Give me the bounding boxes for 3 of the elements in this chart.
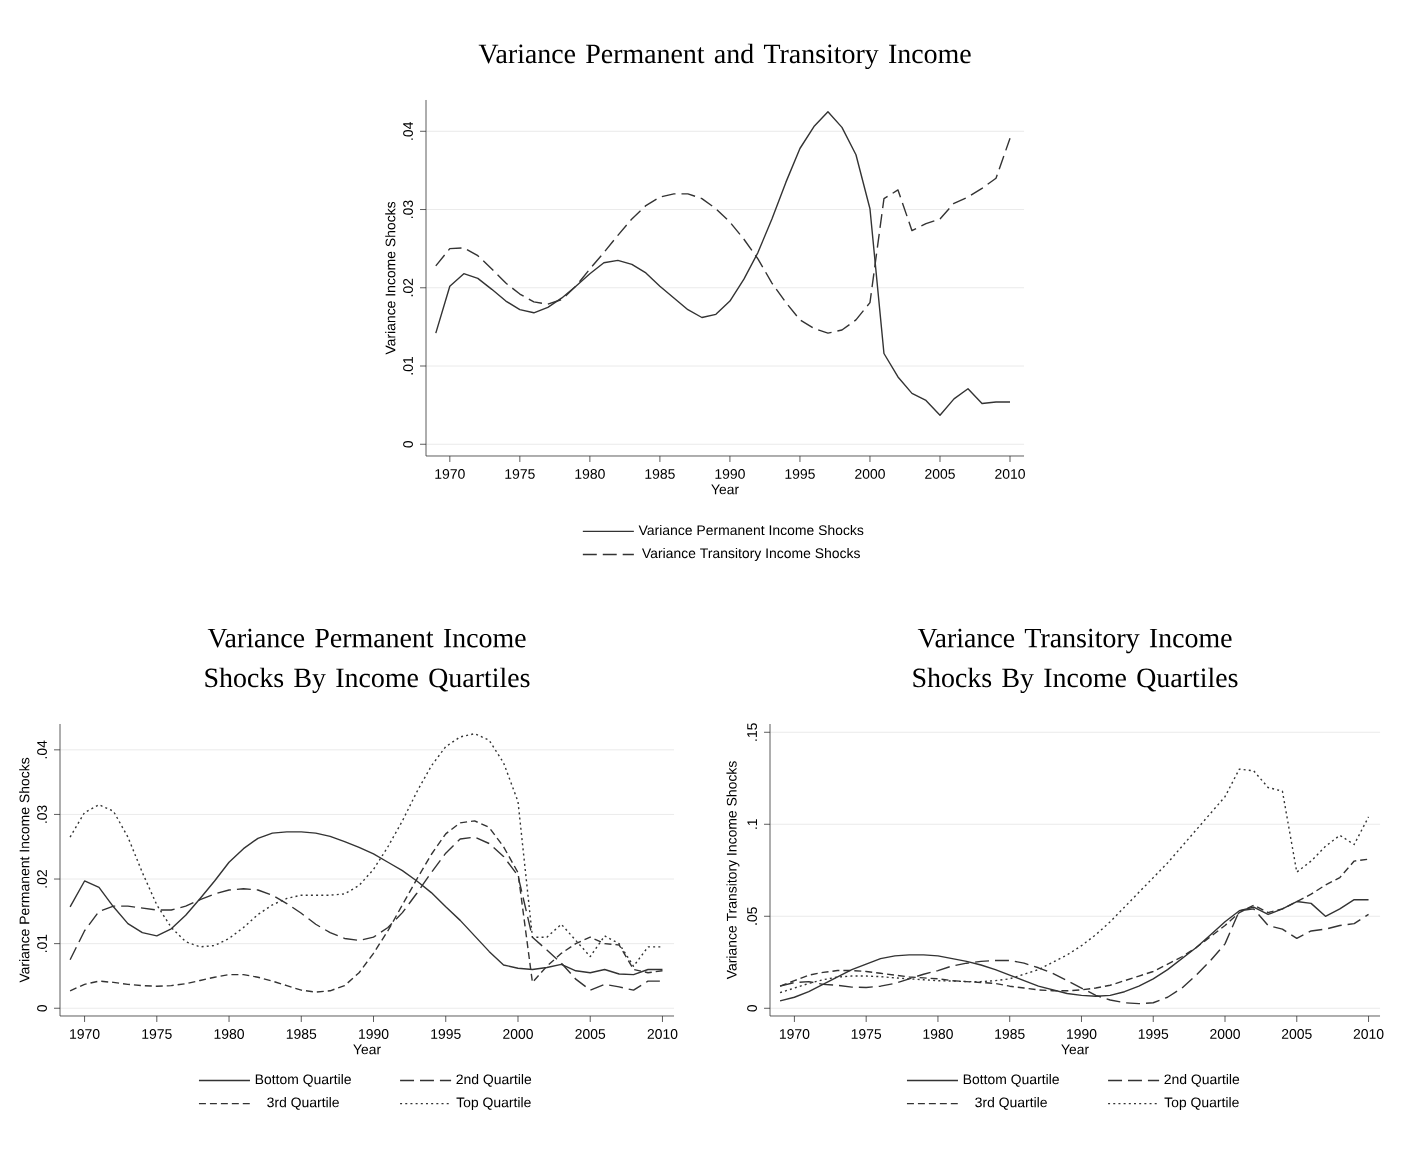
chart-title: Variance Permanent Income Shocks By Income Quartiles (205, 628, 530, 694)
chart-title: Variance Permanent and Transitory Income (478, 43, 971, 70)
chart-title: Variance Transitory Income Shocks By Income Quartiles (913, 628, 1238, 694)
